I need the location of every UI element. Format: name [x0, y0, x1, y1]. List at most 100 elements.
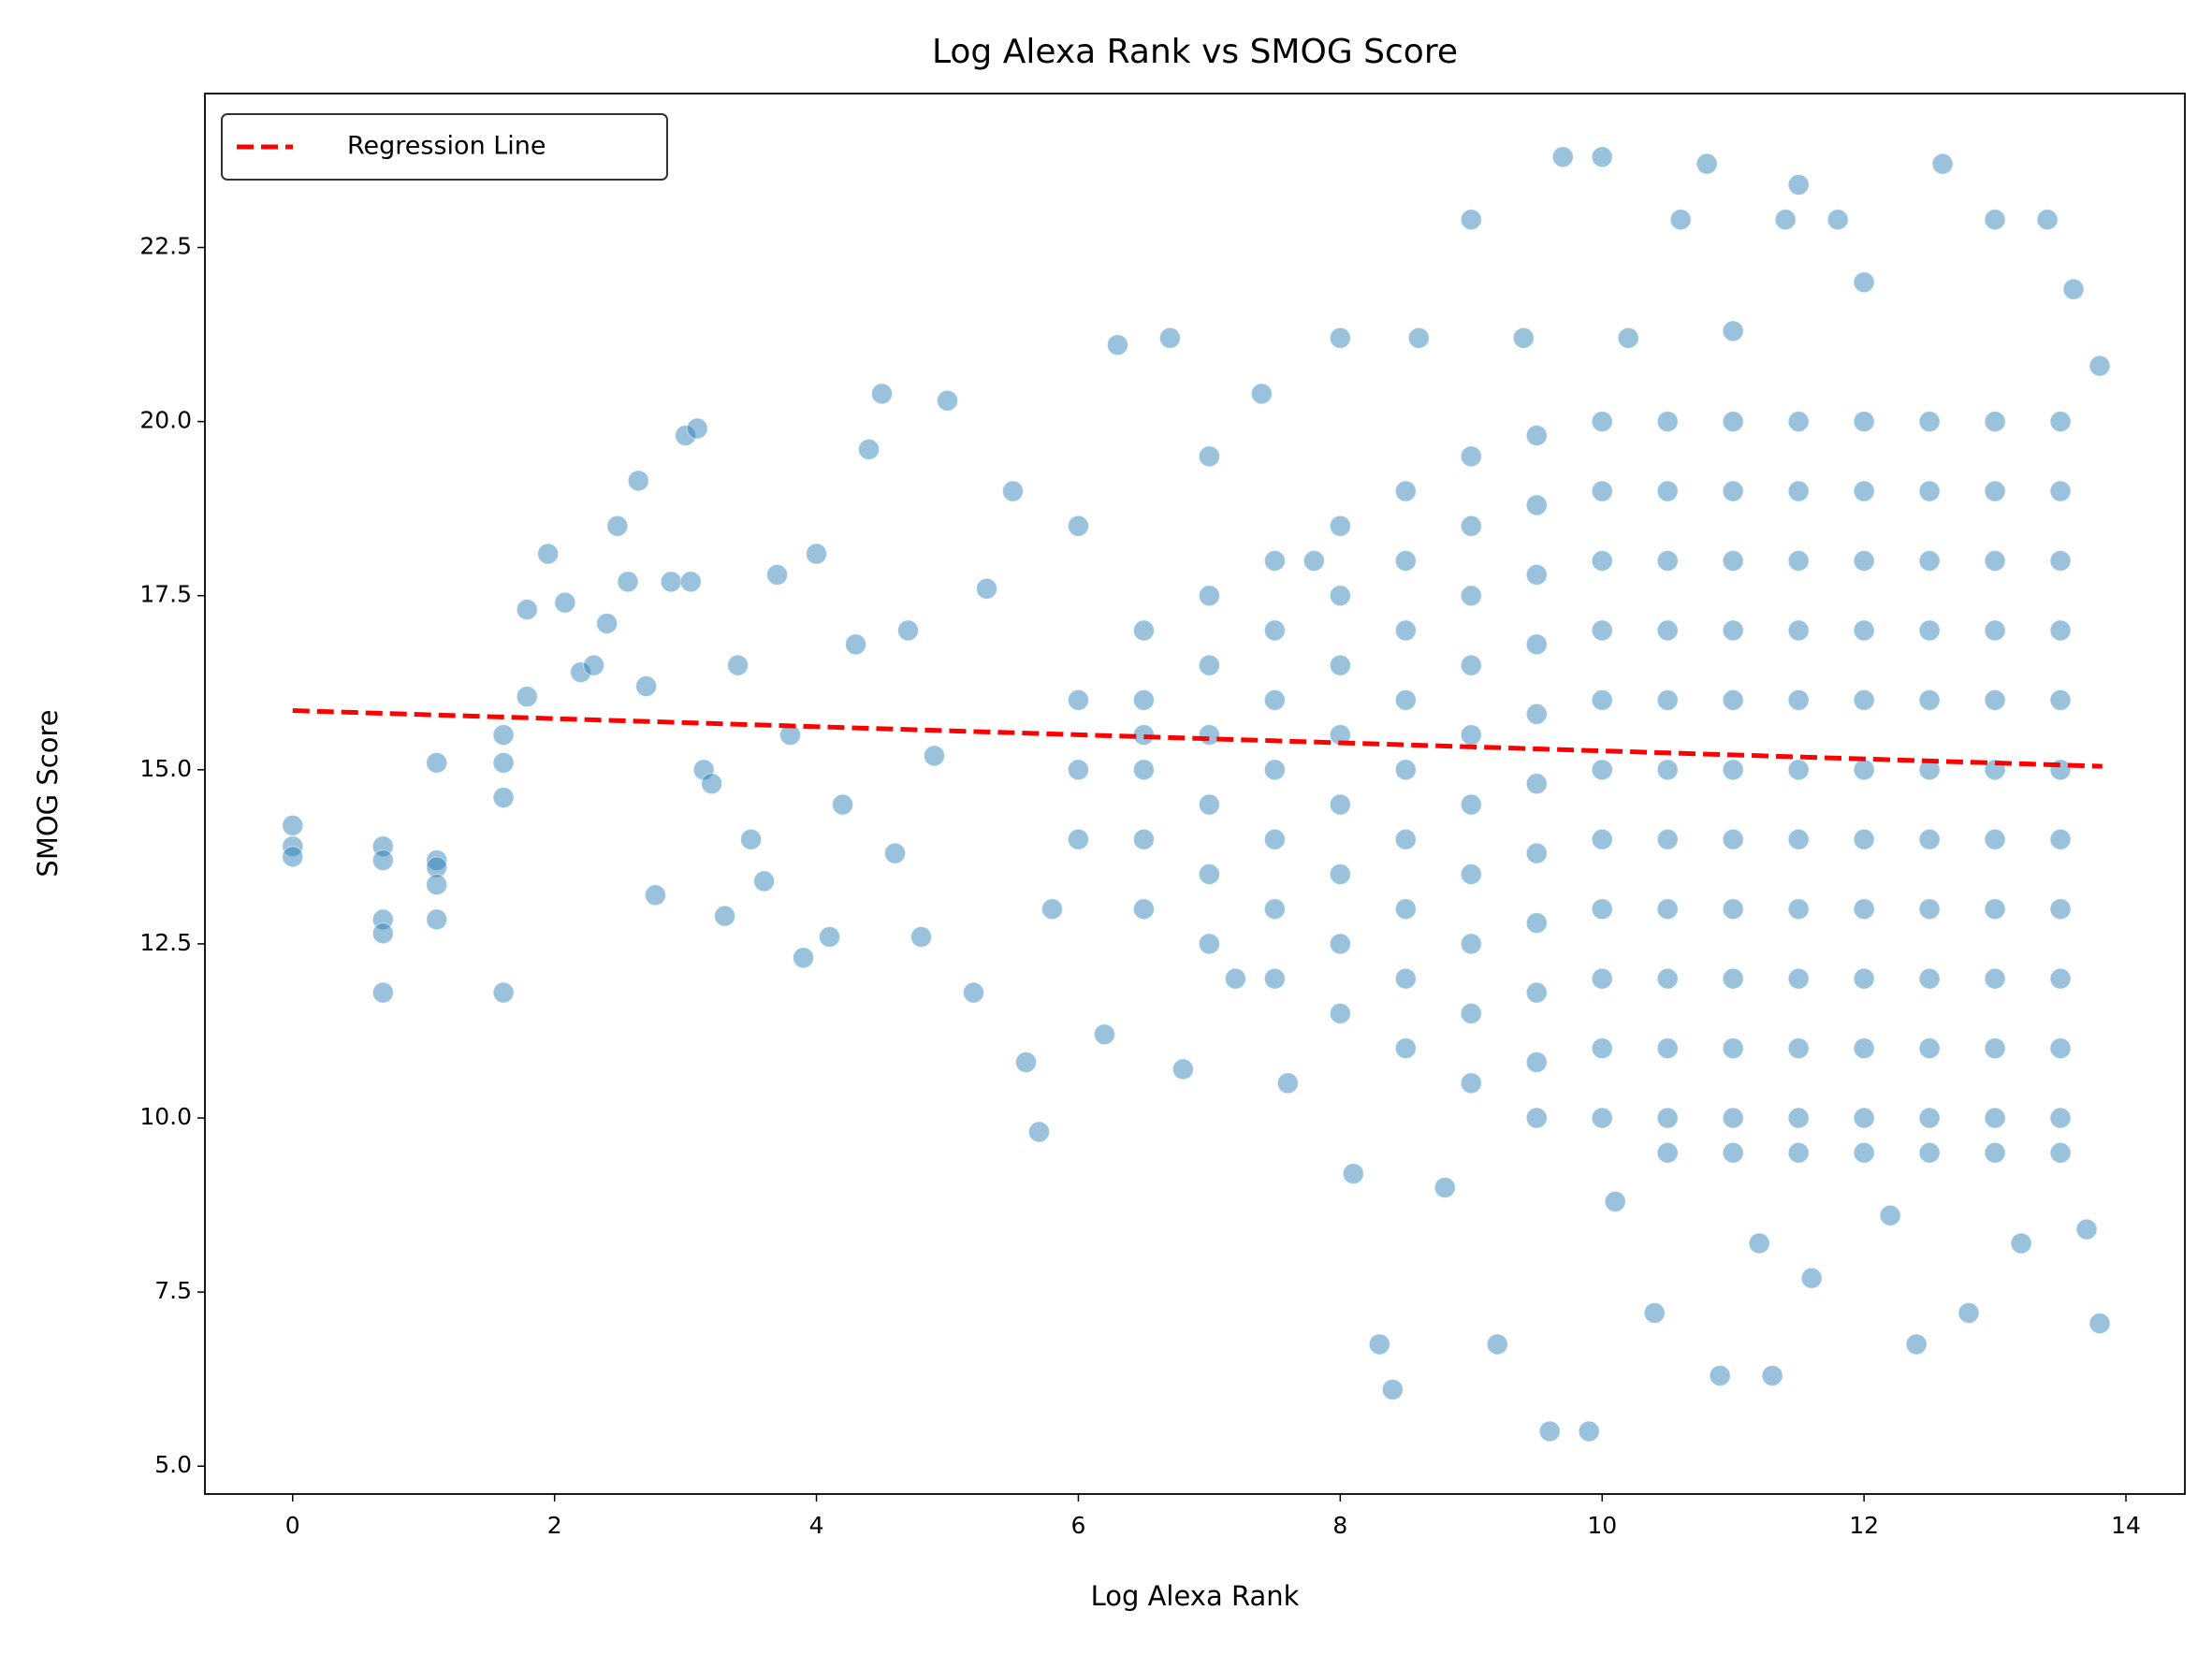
- scatter-point: [1591, 411, 1613, 433]
- scatter-point: [1918, 967, 1941, 990]
- scatter-point: [1394, 549, 1417, 572]
- scatter-point: [660, 571, 682, 593]
- scatter-point: [1394, 480, 1417, 502]
- scatter-point: [1787, 898, 1810, 921]
- scatter-point: [1695, 152, 1718, 175]
- scatter-point: [1001, 480, 1024, 502]
- scatter-point: [1106, 334, 1128, 356]
- y-tick-label: 7.5: [154, 1277, 192, 1304]
- scatter-point: [1984, 1037, 2006, 1060]
- scatter-point: [2049, 1107, 2072, 1129]
- scatter-point: [1407, 326, 1430, 349]
- scatter-point: [1067, 689, 1089, 711]
- scatter-point: [1656, 898, 1679, 921]
- scatter-point: [1984, 967, 2006, 990]
- scatter-point: [627, 470, 649, 492]
- scatter-point: [1722, 898, 1744, 921]
- scatter-point: [1591, 619, 1613, 642]
- scatter-point: [606, 515, 629, 537]
- scatter-point: [1722, 828, 1744, 850]
- y-tick-label: 10.0: [139, 1103, 192, 1130]
- scatter-point: [1329, 1002, 1351, 1024]
- scatter-point: [1787, 174, 1810, 196]
- scatter-point: [679, 571, 702, 593]
- scatter-point: [1093, 1023, 1115, 1046]
- x-axis-label: Log Alexa Rank: [1091, 1580, 1300, 1612]
- scatter-point: [1591, 689, 1613, 711]
- scatter-point: [1591, 759, 1613, 781]
- x-tick-label: 0: [285, 1512, 300, 1539]
- scatter-point: [1460, 933, 1482, 955]
- scatter-point: [1198, 863, 1220, 885]
- scatter-point: [2049, 1141, 2072, 1164]
- scatter-point: [1067, 759, 1089, 781]
- scatter-points: [282, 146, 2111, 1443]
- scatter-point: [1132, 759, 1155, 781]
- scatter-point: [1787, 967, 1810, 990]
- scatter-point: [1041, 898, 1063, 921]
- scatter-point: [727, 654, 749, 676]
- scatter-point: [1787, 689, 1810, 711]
- scatter-point: [2049, 828, 2072, 850]
- scatter-point: [1984, 619, 2006, 642]
- scatter-point: [2010, 1232, 2032, 1255]
- scatter-point: [845, 633, 867, 656]
- scatter-point: [1067, 515, 1089, 537]
- scatter-point: [1263, 619, 1286, 642]
- scatter-point: [1709, 1364, 1731, 1386]
- scatter-point: [1931, 152, 1954, 175]
- scatter-point: [1525, 773, 1548, 795]
- scatter-point: [1198, 585, 1220, 607]
- scatter-point: [1394, 1037, 1417, 1060]
- scatter-point: [897, 619, 920, 642]
- scatter-point: [1263, 689, 1286, 711]
- scatter-point: [1394, 967, 1417, 990]
- scatter-point: [1329, 863, 1351, 885]
- scatter-point: [1460, 793, 1482, 816]
- scatter-point: [1525, 494, 1548, 516]
- scatter-point: [1263, 828, 1286, 850]
- scatter-point: [1486, 1333, 1508, 1356]
- scatter-point: [858, 438, 880, 460]
- scatter-point: [516, 686, 538, 708]
- scatter-point: [692, 759, 715, 781]
- scatter-point: [1748, 1232, 1770, 1255]
- scatter-point: [1853, 411, 1875, 433]
- scatter-point: [570, 661, 592, 684]
- scatter-point: [1460, 724, 1482, 747]
- scatter-point: [1984, 209, 2006, 231]
- scatter-point: [1591, 828, 1613, 850]
- scatter-point: [2075, 1218, 2098, 1240]
- x-tick-label: 12: [1849, 1512, 1879, 1539]
- scatter-point: [1067, 828, 1089, 850]
- scatter-point: [1722, 1107, 1744, 1129]
- scatter-point: [1722, 320, 1744, 342]
- scatter-point: [1329, 515, 1351, 537]
- scatter-point: [1722, 1037, 1744, 1060]
- scatter-point: [1525, 842, 1548, 864]
- scatter-point: [1198, 933, 1220, 955]
- scatter-point: [1722, 967, 1744, 990]
- scatter-point: [2049, 411, 2072, 433]
- y-tick-label: 20.0: [139, 407, 192, 434]
- scatter-point: [1853, 1037, 1875, 1060]
- y-tick-label: 5.0: [154, 1451, 192, 1478]
- scatter-point: [2049, 619, 2072, 642]
- x-tick-label: 8: [1332, 1512, 1347, 1539]
- scatter-point: [1761, 1364, 1783, 1386]
- scatter-point: [1132, 898, 1155, 921]
- scatter-point: [1787, 1107, 1810, 1129]
- scatter-point: [1853, 1107, 1875, 1129]
- scatter-point: [806, 543, 828, 565]
- scatter-point: [1787, 1141, 1810, 1164]
- scatter-point: [1433, 1176, 1456, 1198]
- scatter-point: [1918, 898, 1941, 921]
- scatter-point: [516, 599, 538, 621]
- scatter-point: [2049, 549, 2072, 572]
- scatter-point: [1984, 689, 2006, 711]
- scatter-point: [1132, 689, 1155, 711]
- scatter-point: [1014, 1051, 1037, 1073]
- scatter-point: [793, 947, 815, 969]
- scatter-point: [1263, 549, 1286, 572]
